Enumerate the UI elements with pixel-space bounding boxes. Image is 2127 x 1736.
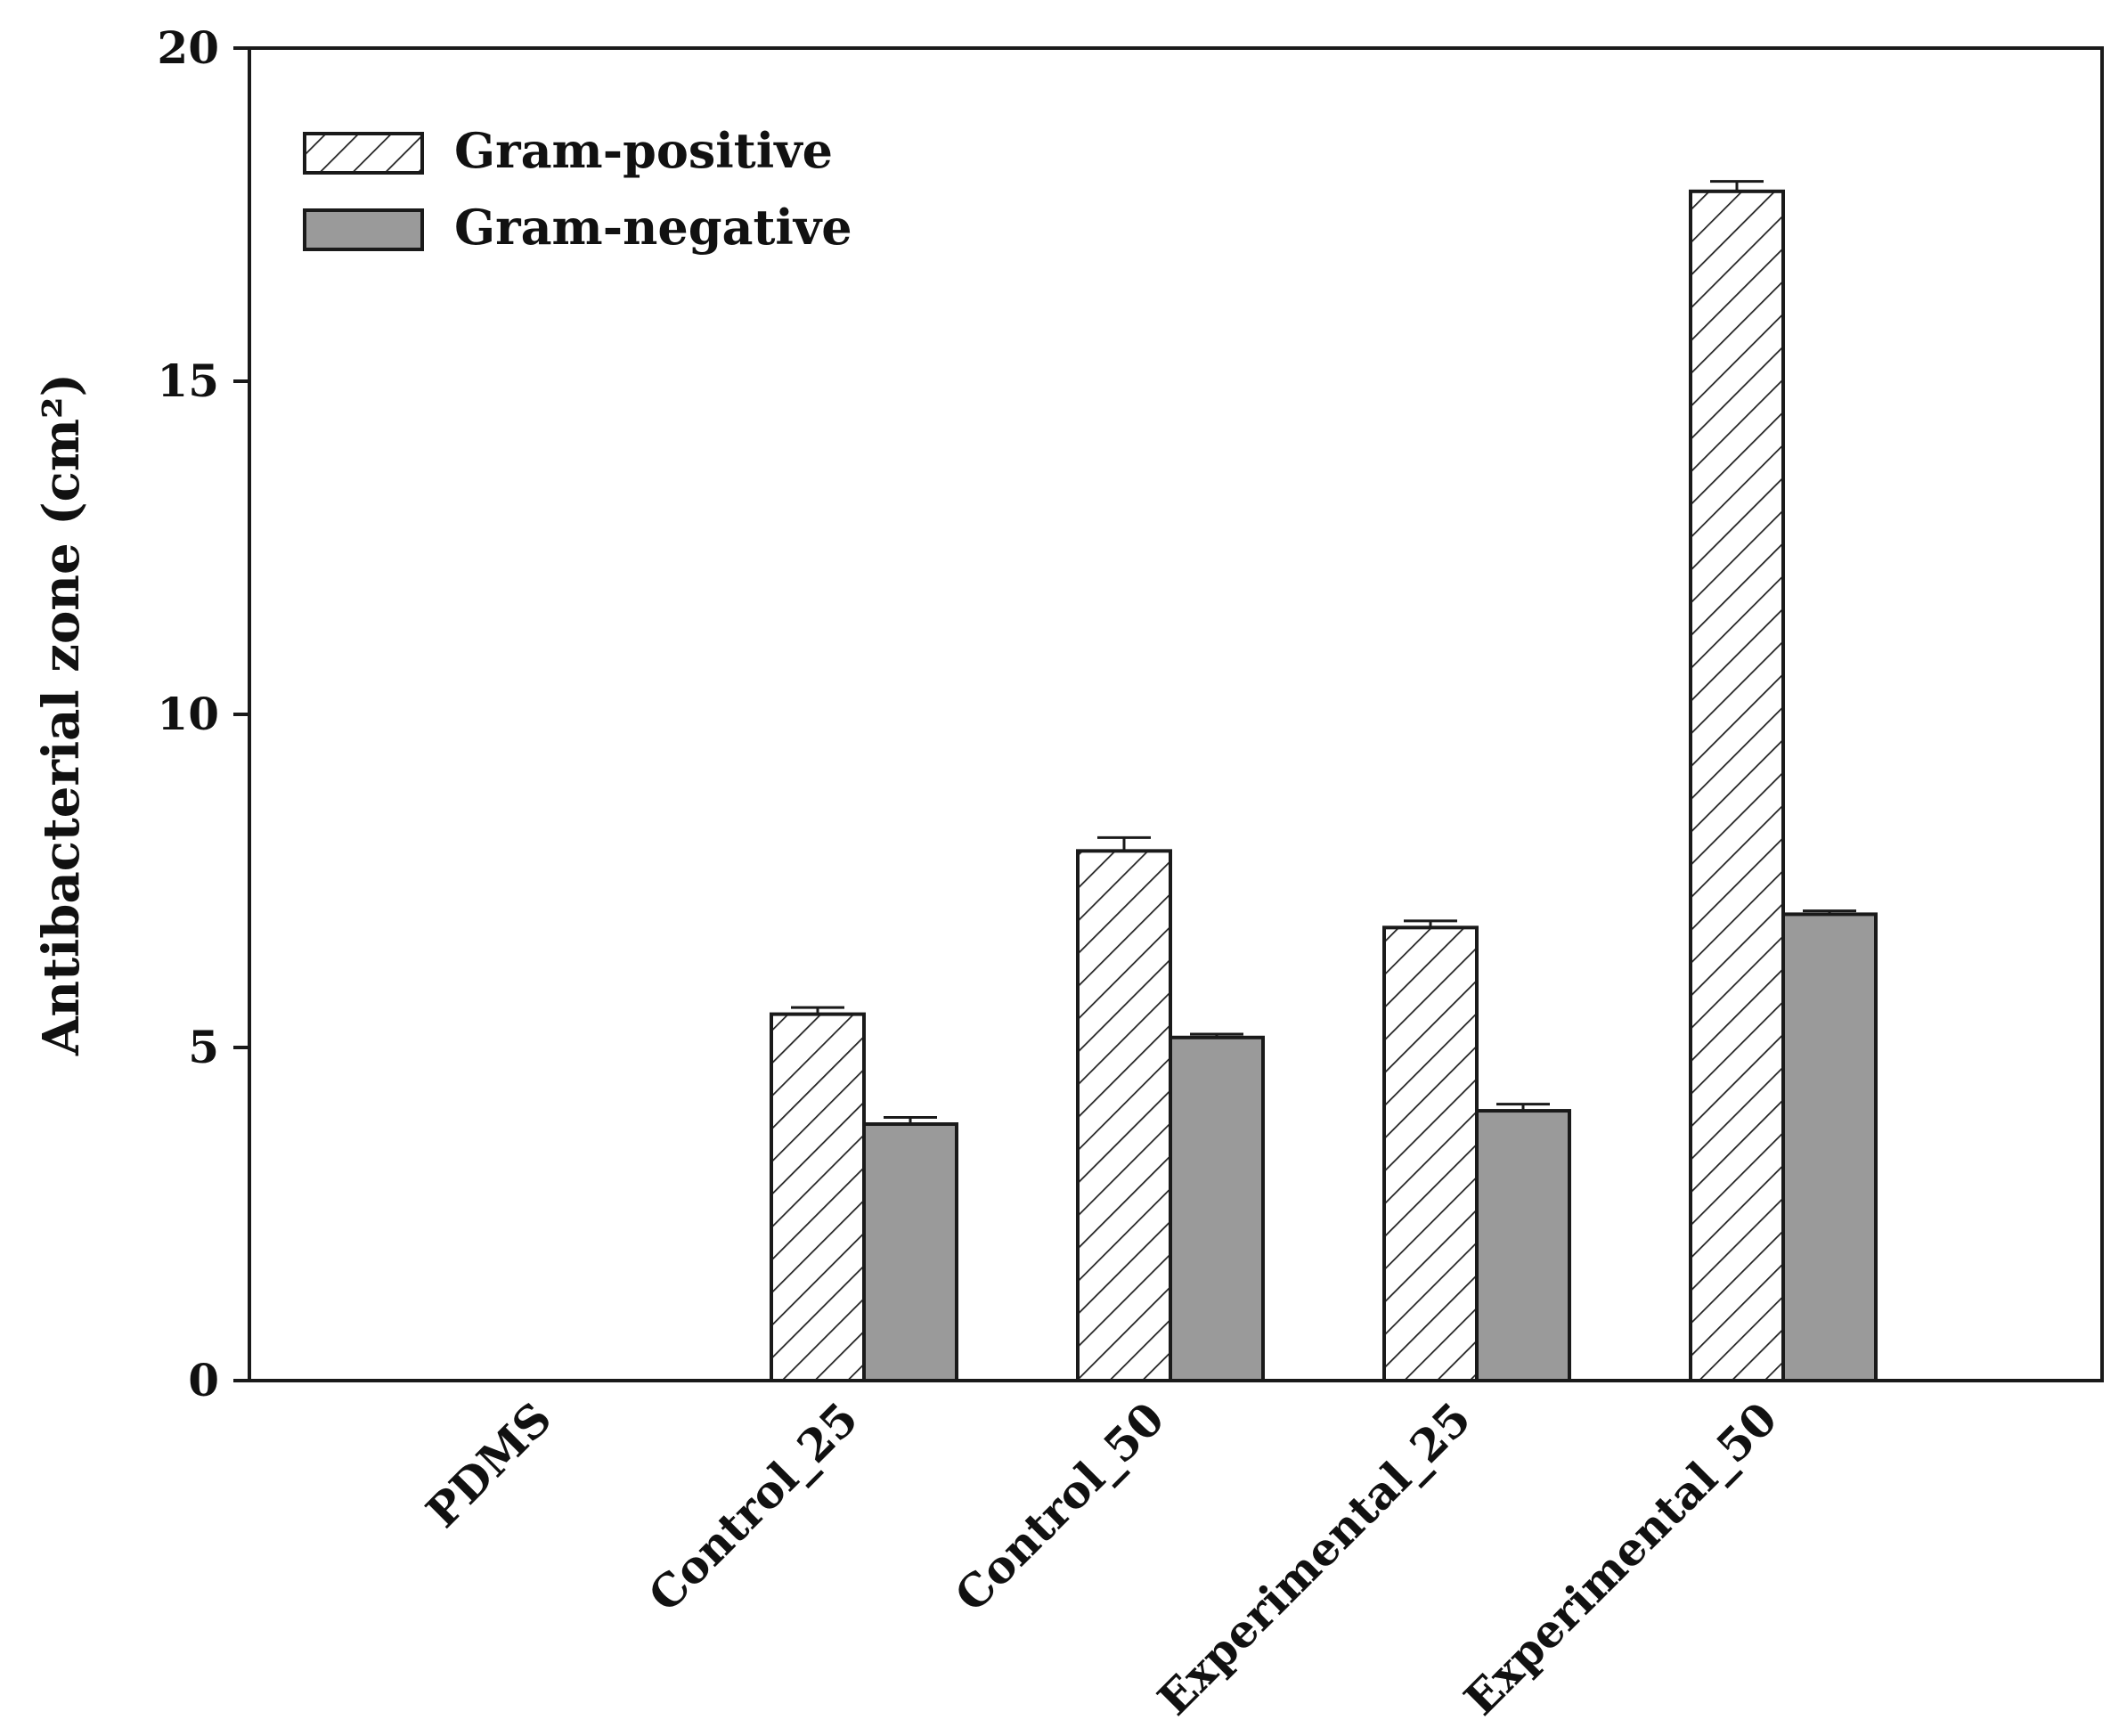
bar-gram-positive [770, 1012, 866, 1382]
y-tick-label: 20 [157, 21, 219, 74]
bar-gram-negative [1169, 1035, 1265, 1383]
y-tick-label: 5 [188, 1021, 219, 1073]
legend-swatch-gram-negative [303, 208, 424, 251]
bar-gram-negative [1781, 912, 1878, 1382]
y-axis-title: Antibacterial zone (cm²) [32, 373, 91, 1056]
x-tick-label: Experimental_50 [1454, 1392, 1787, 1725]
bar-gram-negative [862, 1122, 958, 1383]
bar-gram-negative [1475, 1109, 1571, 1383]
x-tick-label: PDMS [416, 1392, 562, 1538]
bar-gram-positive [1382, 925, 1479, 1382]
bar-gram-positive [1689, 189, 1785, 1383]
bar-gram-positive [1076, 849, 1172, 1382]
y-axis: 0 5 10 15 20 [157, 21, 249, 1406]
y-tick-label: 15 [157, 355, 219, 407]
legend-label: Gram-negative [454, 199, 852, 256]
y-tick-label: 0 [188, 1354, 219, 1406]
legend-label: Gram-positive [454, 122, 833, 179]
x-tick-label: Experimental_25 [1147, 1392, 1480, 1725]
legend-swatch-gram-positive [303, 132, 424, 175]
bars-layer [770, 180, 1878, 1383]
x-axis: PDMS Control_25 Control_50Experimental_25E… [416, 1392, 1788, 1725]
x-tick-label: Control_25 [638, 1392, 868, 1622]
x-tick-label: Control_50 [944, 1392, 1174, 1622]
y-tick-label: 10 [157, 688, 219, 740]
legend: Gram-positive Gram-negative [303, 122, 852, 256]
